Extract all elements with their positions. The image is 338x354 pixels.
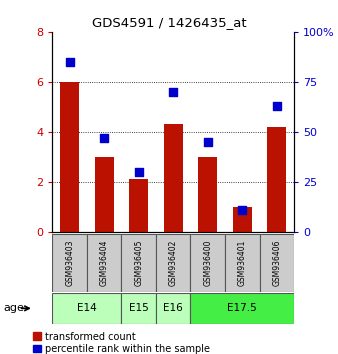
Point [171, 89, 176, 95]
Bar [156, 234, 191, 292]
Text: E15: E15 [129, 303, 149, 313]
Text: E14: E14 [77, 303, 97, 313]
Bar [191, 234, 225, 292]
Bar [267, 127, 286, 232]
Bar [52, 234, 87, 292]
Bar [121, 234, 156, 292]
Text: E16: E16 [163, 303, 183, 313]
Legend: transformed count, percentile rank within the sample: transformed count, percentile rank withi… [32, 331, 211, 354]
Text: GSM936406: GSM936406 [272, 240, 281, 286]
Bar [225, 234, 260, 292]
Point [67, 59, 72, 65]
Bar [260, 234, 294, 292]
Text: GDS4591 / 1426435_at: GDS4591 / 1426435_at [92, 16, 246, 29]
Bar [121, 293, 156, 324]
Bar [191, 293, 294, 324]
Point [101, 135, 107, 141]
Bar [87, 234, 121, 292]
Text: GSM936402: GSM936402 [169, 240, 178, 286]
Point [136, 169, 141, 175]
Bar [95, 157, 114, 232]
Text: GSM936400: GSM936400 [203, 240, 212, 286]
Point [274, 103, 280, 109]
Bar [233, 207, 252, 232]
Bar [156, 293, 191, 324]
Text: GSM936404: GSM936404 [100, 240, 109, 286]
Bar [129, 179, 148, 232]
Text: GSM936401: GSM936401 [238, 240, 247, 286]
Bar [52, 293, 121, 324]
Text: GSM936403: GSM936403 [65, 240, 74, 286]
Bar [198, 157, 217, 232]
Text: GSM936405: GSM936405 [134, 240, 143, 286]
Point [205, 139, 211, 145]
Text: age: age [3, 303, 24, 313]
Bar [60, 82, 79, 232]
Text: E17.5: E17.5 [227, 303, 257, 313]
Bar [164, 124, 183, 232]
Point [240, 207, 245, 213]
